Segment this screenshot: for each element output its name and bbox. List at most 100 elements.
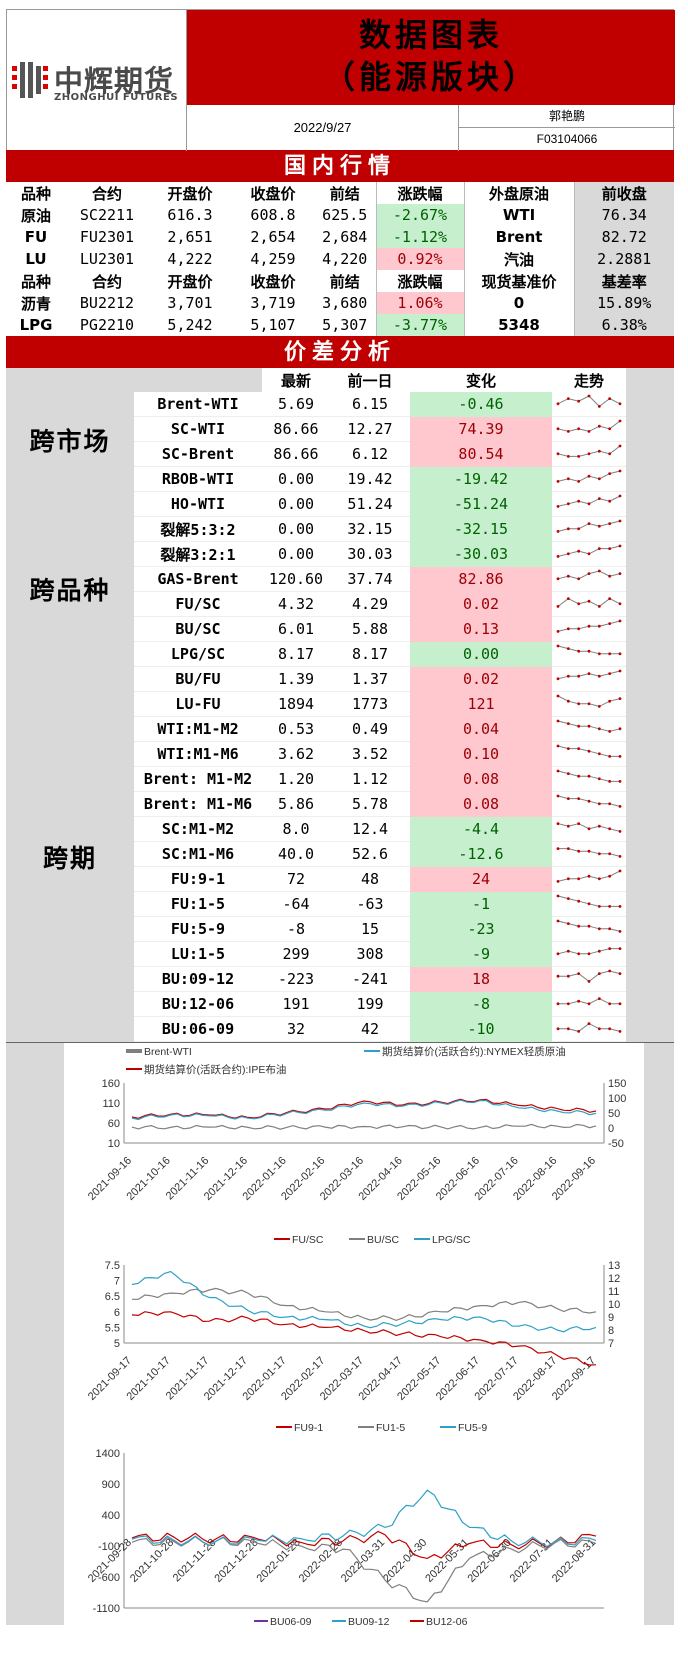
spread-name: BU:09-12 xyxy=(134,966,262,992)
sparkline-point xyxy=(587,827,591,831)
sparkline-point xyxy=(608,672,612,675)
sparkline-point xyxy=(618,469,622,473)
sparkline xyxy=(556,544,622,558)
spread-latest: 1.20 xyxy=(262,766,330,792)
domestic-cell-prev: 4,220 xyxy=(322,250,368,268)
spread-change: -8 xyxy=(410,991,552,1017)
report-header: 中辉期货 ZHONGHUI FUTURES 数据图表 （能源版块） 2022/9… xyxy=(6,9,675,151)
report-date: 2022/9/27 xyxy=(187,105,459,151)
sparkline-point xyxy=(587,774,591,778)
sparkline-point xyxy=(556,605,560,608)
spread-trend xyxy=(552,816,626,842)
sparkline-point xyxy=(587,572,591,575)
spread-latest: 86.66 xyxy=(262,441,330,467)
spread-row: Brent: M1-M2 1.20 1.12 0.08 xyxy=(6,766,674,792)
sparkline-point xyxy=(618,444,622,448)
sparkline-point xyxy=(618,972,622,975)
sparkline-point xyxy=(577,1030,581,1033)
domestic-cell-open: 4,222 xyxy=(167,250,213,268)
sparkline-point xyxy=(556,880,560,883)
spread-side xyxy=(6,791,134,817)
y-tick-right: 100 xyxy=(608,1093,626,1105)
spread-trend xyxy=(552,616,626,642)
spread-side xyxy=(626,566,674,592)
domestic-row: 沥青 BU2212 3,701 3,719 3,680 1.06% 0 15.89% xyxy=(6,292,674,314)
sparkline-point xyxy=(577,577,581,581)
spread-change: -1 xyxy=(410,891,552,917)
series-line-期货结算价(活跃合约):IPE布油 xyxy=(131,1098,597,1119)
spread-name: WTI:M1-M2 xyxy=(134,716,262,742)
sparkline-point xyxy=(577,877,581,881)
sparkline xyxy=(556,644,622,656)
spread-row: Brent: M1-M6 5.86 5.78 0.08 xyxy=(6,791,674,817)
domestic-cell-close: 2,654 xyxy=(250,228,296,246)
sparkline-point xyxy=(556,1027,560,1031)
spread-name: FU/SC xyxy=(134,591,262,617)
sparkline-point xyxy=(587,724,591,728)
sparkline-point xyxy=(556,769,560,773)
sparkline-point xyxy=(587,430,591,433)
spread-change: -32.15 xyxy=(410,516,552,542)
sparkline-point xyxy=(577,724,581,728)
spread-row: FU:9-1 72 48 24 xyxy=(6,866,674,892)
sparkline-point xyxy=(577,649,581,653)
spread-latest: 72 xyxy=(262,866,330,892)
sparkline-point xyxy=(618,805,622,808)
spread-name: 裂解3:2:1 xyxy=(134,541,262,567)
spread-change: 24 xyxy=(410,866,552,892)
spread-row: GAS-Brent 120.60 37.74 82.86 xyxy=(6,566,674,592)
sparkline-point xyxy=(597,477,601,481)
domestic-cell-prev: 2,684 xyxy=(322,228,368,246)
author-name: 郭艳鹏 xyxy=(459,105,675,128)
spread-side xyxy=(6,866,134,892)
charts-panel: Brent-WTI 期货结算价(活跃合约):NYMEX轻质原油 期货结算价(活跃合约… xyxy=(64,1043,644,1628)
spread-side xyxy=(6,766,134,792)
sparkline xyxy=(556,997,622,1006)
spread-prev: 199 xyxy=(330,991,410,1017)
sparkline-point xyxy=(608,427,612,431)
series-line-Brent-WTI xyxy=(131,1123,597,1130)
sparkline xyxy=(556,569,622,581)
spread-row: FU/SC 4.32 4.29 0.02 xyxy=(6,591,674,617)
spread-side xyxy=(6,641,134,667)
sparkline-point xyxy=(587,502,591,506)
spread-trend xyxy=(552,741,626,767)
sparkline xyxy=(556,519,622,533)
spread-latest: 8.17 xyxy=(262,641,330,667)
spread-side xyxy=(626,666,674,692)
col-trend: 走势 xyxy=(552,368,626,392)
sparkline-point xyxy=(556,794,560,798)
sparkline xyxy=(556,894,622,908)
spread-change: 121 xyxy=(410,691,552,717)
y-tick-right: 8 xyxy=(608,1325,614,1337)
sparkline-point xyxy=(566,552,570,556)
sparkline xyxy=(556,794,622,808)
spread-trend xyxy=(552,392,626,417)
domestic-cell-ext_close: 6.38% xyxy=(574,314,674,336)
spread-name: HO-WTI xyxy=(134,491,262,517)
sparkline-point xyxy=(556,694,560,698)
y-tick-left: 900 xyxy=(102,1479,120,1491)
domestic-cell-ext_name: Brent xyxy=(463,226,575,248)
spread-trend xyxy=(552,641,626,667)
sparkline-point xyxy=(566,877,570,881)
sparkline xyxy=(556,469,622,483)
spread-name: GAS-Brent xyxy=(134,566,262,592)
spread-name: FU:5-9 xyxy=(134,916,262,942)
spread-side xyxy=(626,491,674,517)
spread-name: LPG/SC xyxy=(134,641,262,667)
sparkline-point xyxy=(577,924,581,928)
sparkline-point xyxy=(618,572,622,575)
sparkline-point xyxy=(577,952,581,956)
spread-prev: 1.12 xyxy=(330,766,410,792)
sparkline-point xyxy=(587,1022,591,1025)
spread-prev: 308 xyxy=(330,941,410,967)
spread-prev: 12.4 xyxy=(330,816,410,842)
x-tick: 2022-08-31 xyxy=(550,1537,598,1585)
spread-side xyxy=(626,691,674,717)
y-tick-left: 60 xyxy=(108,1118,120,1130)
domestic-cell-contract: PG2210 xyxy=(79,316,135,334)
spread-row: WTI:M1-M6 3.62 3.52 0.10 xyxy=(6,741,674,767)
sparkline-point xyxy=(618,869,622,873)
spread-trend xyxy=(552,591,626,617)
